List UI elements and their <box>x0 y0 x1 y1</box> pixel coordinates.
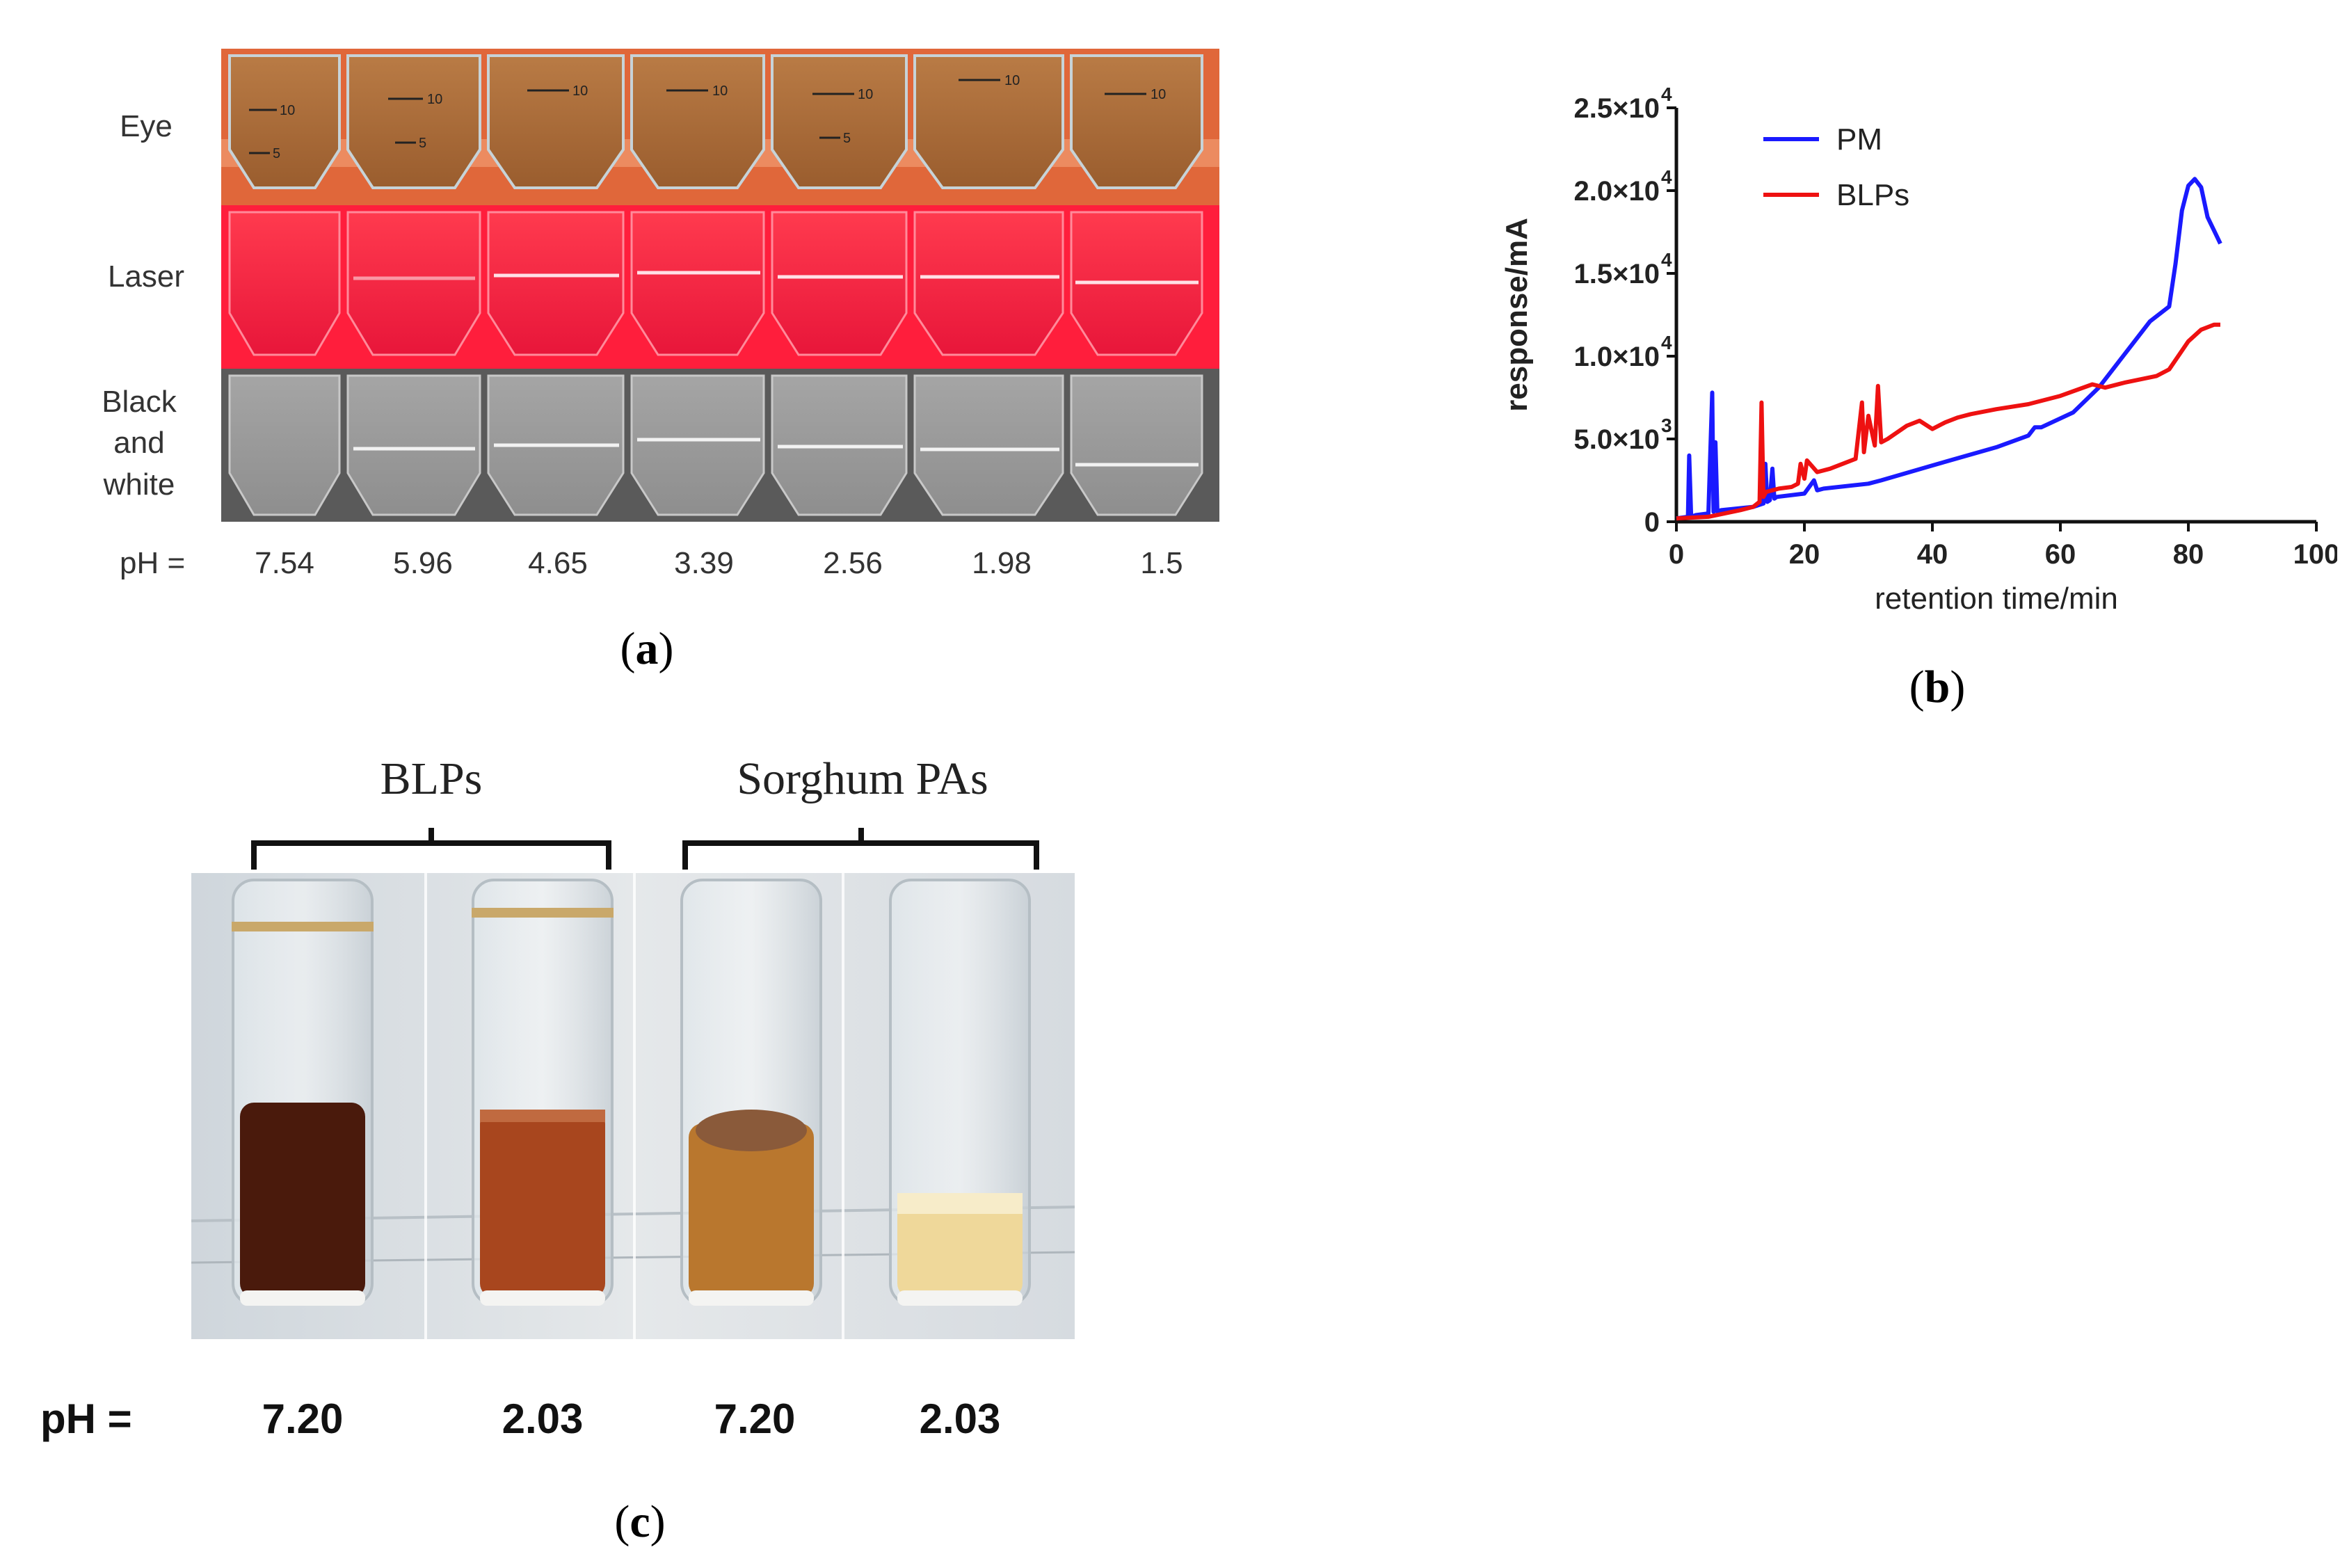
panel-c-ph-value: 7.20 <box>714 1395 796 1442</box>
panel-b-caption-letter: b <box>1924 662 1950 712</box>
vials-photo <box>191 873 1075 1339</box>
y-tick-label: 0 <box>1644 507 1660 538</box>
x-tick-label: 20 <box>1789 539 1820 570</box>
group-label-sorghum-pas: Sorghum PAs <box>737 753 988 804</box>
x-tick-label: 0 <box>1669 539 1684 570</box>
panel-a-caption-letter: a <box>635 623 659 674</box>
y-tick-exponent: 4 <box>1661 83 1672 105</box>
y-tick-label: 2.5×10 <box>1574 93 1660 124</box>
legend-label-pm: PM <box>1836 122 1882 157</box>
tube-photo-grid: 10 10 10 10 10 10 10 5 5 5 <box>221 49 1219 522</box>
panel-a-ph-value: 3.39 <box>674 546 734 580</box>
svg-text:10: 10 <box>858 87 873 102</box>
svg-text:5: 5 <box>273 146 280 161</box>
y-axis-label: response/mA <box>1500 218 1534 412</box>
panel-a-ph-value: 1.5 <box>1140 546 1183 580</box>
y-tick-exponent: 3 <box>1661 415 1672 436</box>
panel-c-caption-letter: c <box>630 1496 650 1547</box>
panel-c: BLPs Sorghum PAs <box>0 723 1252 1568</box>
vial-sorghum-ph7 <box>680 879 822 1306</box>
svg-text:10: 10 <box>1151 87 1166 102</box>
panel-c-ph-value: 2.03 <box>502 1395 584 1442</box>
svg-text:5: 5 <box>843 131 851 146</box>
group-label-blps: BLPs <box>380 753 483 804</box>
panel-a-ph-value: 5.96 <box>393 546 453 580</box>
panel-c-ph-value: 2.03 <box>919 1395 1001 1442</box>
eye-row-tubes <box>228 54 1203 189</box>
bracket-sorghum <box>682 828 1039 870</box>
panel-a-caption: (a) <box>620 623 674 674</box>
x-tick-label: 100 <box>2293 539 2337 570</box>
row-label-laser: Laser <box>107 259 185 294</box>
panel-a-ph-label: pH = <box>120 546 186 580</box>
chart-legend: PM BLPs <box>1763 122 1909 212</box>
vial-sorghum-ph2 <box>889 879 1031 1306</box>
panel-b-caption: (b) <box>1909 662 1966 712</box>
chart-axes <box>1674 108 2316 524</box>
panel-c-ph-label: pH = <box>40 1395 132 1442</box>
y-tick-label: 1.0×10 <box>1574 342 1660 372</box>
svg-text:5: 5 <box>419 136 426 151</box>
row-label-bw-line1: Black <box>102 385 177 419</box>
panel-a: Eye Laser Black and white <box>0 0 1252 674</box>
x-tick-label: 40 <box>1917 539 1948 570</box>
y-tick-label: 5.0×10 <box>1574 424 1660 455</box>
svg-text:10: 10 <box>572 83 588 99</box>
y-tick-exponent: 4 <box>1661 166 1672 188</box>
y-tick-label: 1.5×10 <box>1574 259 1660 289</box>
y-tick-label: 2.0×10 <box>1574 176 1660 207</box>
laser-row-tubes <box>228 211 1203 356</box>
x-tick-label: 60 <box>2045 539 2076 570</box>
series-line-blps <box>1676 322 2220 521</box>
x-axis-label: retention time/min <box>1875 582 2118 616</box>
series-line-pm <box>1676 177 2222 521</box>
laser-beams <box>353 271 1199 285</box>
panel-c-ph-value: 7.20 <box>262 1395 344 1442</box>
row-label-black-and-white: Black and white <box>83 381 195 505</box>
svg-text:10: 10 <box>427 92 442 107</box>
vial-blps-ph2 <box>472 879 614 1306</box>
panel-a-ph-value: 1.98 <box>972 546 1032 580</box>
svg-text:10: 10 <box>712 83 728 99</box>
chart-series <box>1676 177 2222 521</box>
panel-a-ph-value: 4.65 <box>528 546 588 580</box>
row-label-eye: Eye <box>120 109 173 143</box>
row-label-bw-line2: and <box>113 426 165 461</box>
y-tick-exponent: 4 <box>1661 332 1672 353</box>
panel-c-caption: (c) <box>614 1496 666 1547</box>
panel-a-ph-value: 2.56 <box>823 546 883 580</box>
bracket-blps <box>251 828 611 870</box>
vial-blps-ph7 <box>232 879 374 1306</box>
eye-row-graduations: 10 10 10 10 10 10 10 5 5 5 <box>249 73 1166 161</box>
y-tick-exponent: 4 <box>1661 249 1672 271</box>
row-label-bw-line3: white <box>103 467 175 502</box>
panel-a-ph-value: 7.54 <box>255 546 314 580</box>
svg-text:10: 10 <box>280 103 295 118</box>
legend-label-blps: BLPs <box>1836 178 1909 212</box>
x-tick-label: 80 <box>2173 539 2204 570</box>
bw-beams <box>353 438 1199 467</box>
svg-text:10: 10 <box>1004 73 1020 88</box>
group-brackets <box>251 828 1039 870</box>
